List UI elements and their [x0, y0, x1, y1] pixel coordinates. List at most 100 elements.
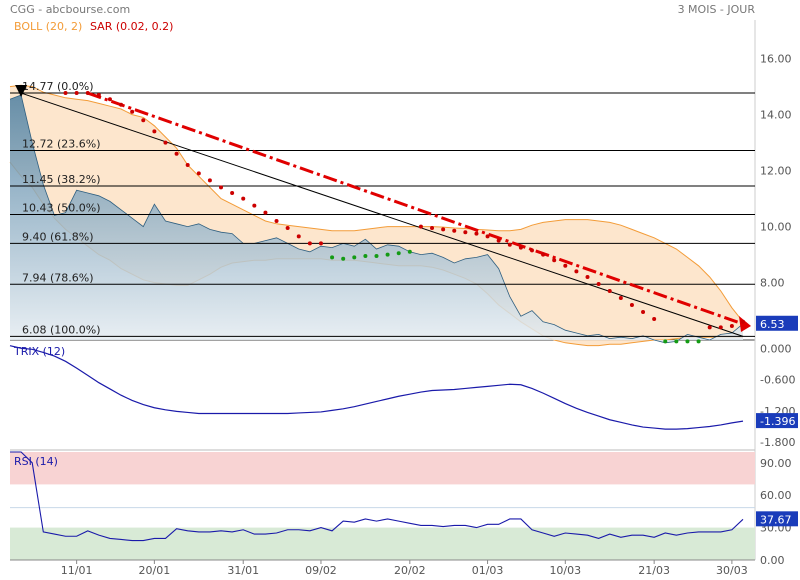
- sar-dot: [474, 231, 479, 236]
- bollinger-upper-line: [9, 84, 744, 323]
- chart-source-title: CGG - abcbourse.com: [10, 3, 130, 16]
- rsi-y-tick-label: 0.00: [760, 554, 785, 567]
- sar-dot: [452, 228, 457, 233]
- rsi-last-value-bg: [756, 511, 798, 527]
- sar-dot: [563, 263, 568, 268]
- price-y-tick-label: 8.00: [760, 277, 785, 290]
- rsi-legend: RSI (14): [14, 455, 58, 468]
- sar-dot: [618, 296, 623, 300]
- x-tick-label: 10/03: [549, 564, 581, 577]
- sar-dot: [696, 339, 701, 344]
- sar-dot: [585, 275, 590, 279]
- rsi-overbought-zone: [10, 452, 755, 485]
- sar-dot: [141, 118, 146, 123]
- fib-label: 9.40 (61.8%): [22, 230, 94, 243]
- fib-label: 14.77 (0.0%): [22, 80, 94, 93]
- sar-dot: [641, 310, 646, 314]
- trend-line-dashed: [87, 91, 744, 326]
- sar-dot: [107, 97, 112, 102]
- sar-dot: [652, 317, 657, 321]
- sar-dot: [230, 191, 235, 195]
- sar-dot: [707, 325, 712, 330]
- sar-legend: SAR (0.02, 0.2): [90, 20, 173, 33]
- sar-dot: [130, 109, 135, 114]
- sar-dot: [119, 102, 124, 107]
- fib-label: 6.08 (100.0%): [22, 323, 101, 336]
- sar-dot: [507, 242, 512, 247]
- price-last-value-bg: [756, 315, 798, 331]
- sar-dot: [207, 178, 212, 183]
- price-area-layer: [9, 94, 744, 344]
- trix-y-tick-label: -0.600: [760, 374, 795, 387]
- trix-y-tick-label: 0.000: [760, 342, 792, 355]
- sar-dot: [74, 91, 79, 96]
- price-area: [10, 95, 743, 343]
- sar-dot: [629, 303, 634, 307]
- sar-dot: [63, 91, 68, 96]
- sar-dot: [741, 319, 745, 324]
- sar-dot: [396, 251, 401, 256]
- trix-line: [9, 345, 744, 430]
- sar-dot: [252, 203, 257, 208]
- sar-dot: [485, 234, 490, 239]
- sar-dot: [552, 258, 557, 263]
- sar-dot: [463, 230, 468, 235]
- sar-dot: [352, 255, 357, 260]
- sar-dot: [541, 252, 546, 257]
- rsi-last-value: 37.67: [760, 513, 792, 526]
- price-y-tick-label: 12.00: [760, 165, 792, 178]
- x-tick-label: 30/03: [716, 564, 748, 577]
- boll-legend: BOLL (20, 2): [14, 20, 82, 33]
- trix-y-tick-label: -1.800: [760, 436, 795, 449]
- sar-dot: [663, 339, 668, 344]
- sar-dot: [307, 241, 312, 246]
- sar-dot: [241, 196, 246, 201]
- sar-dot: [685, 339, 690, 344]
- sar-dot: [496, 238, 501, 243]
- x-tick-label: 20/01: [139, 564, 171, 577]
- sar-dot: [341, 256, 346, 261]
- sar-dot: [407, 249, 412, 254]
- fib-label: 7.94 (78.6%): [22, 271, 94, 284]
- price-y-tick-label: 16.00: [760, 53, 792, 66]
- sar-dot: [96, 93, 101, 97]
- sar-dot: [430, 226, 435, 230]
- x-tick-label: 20/02: [394, 564, 426, 577]
- sar-dot: [718, 325, 723, 330]
- x-tick-label: 11/01: [61, 564, 93, 577]
- sar-dot: [163, 140, 168, 145]
- fib-label: 11.45 (38.2%): [22, 173, 101, 186]
- x-tick-label: 01/03: [472, 564, 504, 577]
- trend-line-thin: [20, 92, 744, 337]
- sar-dot: [374, 254, 379, 258]
- sar-dot: [363, 254, 368, 258]
- sar-dot: [263, 210, 268, 215]
- sar-dot: [574, 269, 579, 274]
- rsi-line: [10, 451, 744, 542]
- rsi-y-tick-label: 60.00: [760, 489, 792, 502]
- price-line: [9, 94, 744, 344]
- rsi-y-tick-label: 90.00: [760, 457, 792, 470]
- sar-dot: [85, 91, 90, 96]
- sar-dot: [385, 252, 390, 257]
- sar-dot: [296, 234, 301, 239]
- sar-dot: [318, 241, 323, 246]
- sar-dot: [729, 324, 734, 328]
- trend-arrow-head: [739, 316, 751, 332]
- fib-label: 10.43 (50.0%): [22, 202, 101, 215]
- fib-label: 12.72 (23.6%): [22, 137, 101, 150]
- sar-dot: [330, 255, 335, 260]
- trix-panel: [9, 345, 744, 430]
- sar-dot: [674, 339, 679, 344]
- period-label: 3 MOIS - JOUR: [678, 3, 756, 16]
- trix-last-value-bg: [756, 413, 798, 429]
- parabolic-sar-dots: [63, 91, 745, 344]
- x-tick-label: 31/01: [227, 564, 259, 577]
- trend-start-arrow: [15, 85, 28, 98]
- sar-dot: [174, 151, 179, 156]
- trix-last-value: -1.396: [760, 415, 795, 428]
- sar-dot: [152, 129, 157, 134]
- sar-dot: [441, 227, 446, 232]
- rsi-oversold-zone: [10, 527, 755, 560]
